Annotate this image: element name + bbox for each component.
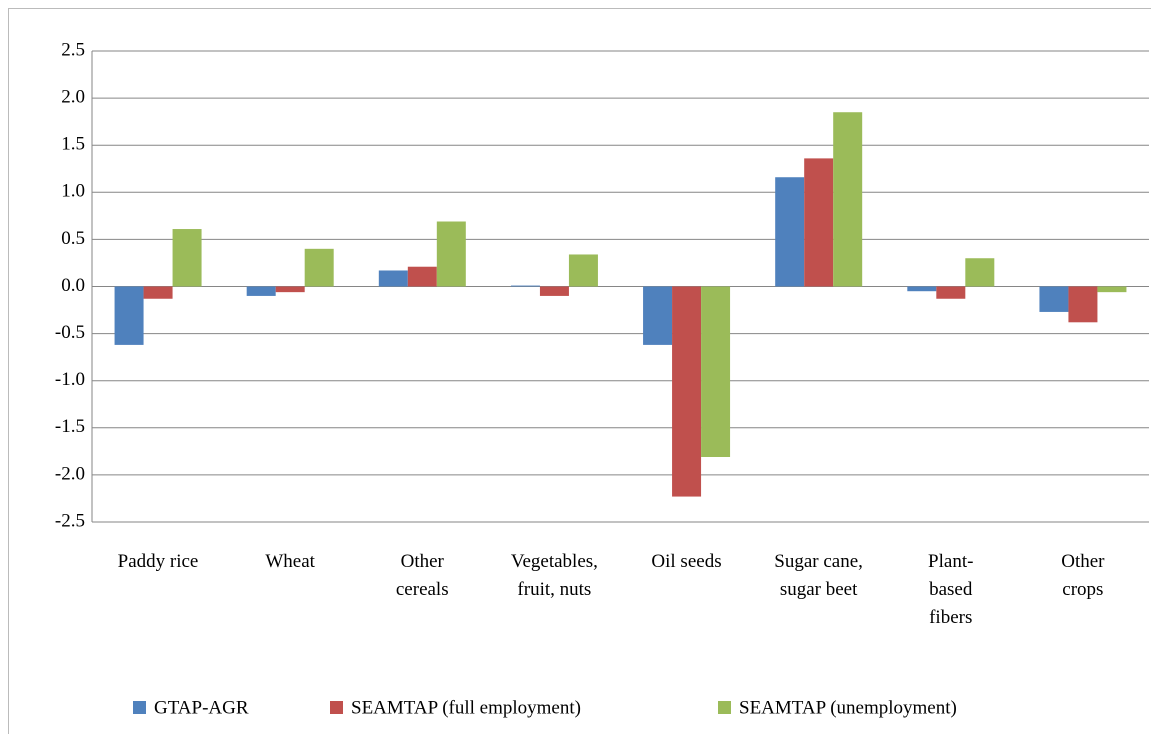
bar bbox=[539, 286, 569, 296]
bar bbox=[833, 112, 863, 287]
bar bbox=[304, 248, 334, 287]
bar bbox=[378, 270, 408, 287]
legend-label: GTAP-AGR bbox=[154, 697, 249, 718]
y-tick-label: 2.5 bbox=[61, 39, 85, 60]
bar bbox=[965, 258, 995, 287]
bar bbox=[172, 229, 202, 287]
bar bbox=[804, 158, 834, 287]
x-tick-label: Vegetables, fruit, nuts bbox=[510, 551, 598, 600]
y-tick-label: -2.5 bbox=[55, 510, 85, 531]
y-tick-label: 2.0 bbox=[61, 86, 85, 107]
bar bbox=[643, 286, 673, 345]
y-tick-label: -1.0 bbox=[55, 369, 85, 390]
y-tick-label: 0.5 bbox=[61, 228, 85, 249]
bar bbox=[907, 286, 937, 292]
bar bbox=[701, 286, 731, 458]
y-tick-label: 1.0 bbox=[61, 181, 85, 202]
y-tick-label: -1.5 bbox=[55, 416, 85, 437]
y-tick-label: 1.5 bbox=[61, 134, 85, 155]
bar bbox=[775, 177, 805, 287]
chart-frame bbox=[8, 8, 1151, 734]
legend-swatch bbox=[718, 701, 731, 714]
x-tick-label: Plant- based fibers bbox=[928, 551, 974, 628]
bar bbox=[510, 285, 540, 287]
bar bbox=[143, 286, 173, 299]
bar bbox=[436, 221, 466, 287]
x-tick-label: Other crops bbox=[1061, 551, 1105, 600]
bar bbox=[407, 266, 437, 287]
bar bbox=[568, 254, 598, 287]
x-tick-label: Sugar cane, sugar beet bbox=[774, 551, 863, 600]
bar bbox=[672, 286, 702, 497]
bar bbox=[114, 286, 144, 345]
x-tick-label: Paddy rice bbox=[117, 551, 199, 572]
x-tick-label: Wheat bbox=[265, 551, 315, 572]
legend-label: SEAMTAP (full employment) bbox=[351, 697, 581, 718]
bar bbox=[1097, 286, 1127, 293]
legend-swatch bbox=[330, 701, 343, 714]
bar bbox=[275, 286, 305, 293]
legend-label: SEAMTAP (unemployment) bbox=[739, 697, 957, 718]
bar bbox=[246, 286, 276, 296]
y-tick-label: 0.0 bbox=[61, 275, 85, 296]
x-tick-label: Oil seeds bbox=[651, 551, 722, 572]
y-tick-label: -2.0 bbox=[55, 463, 85, 484]
x-tick-label: Other cereals bbox=[395, 551, 449, 600]
legend-swatch bbox=[133, 701, 146, 714]
bar bbox=[936, 286, 966, 299]
bar bbox=[1068, 286, 1098, 323]
y-tick-label: -0.5 bbox=[55, 322, 85, 343]
bar bbox=[1039, 286, 1069, 312]
